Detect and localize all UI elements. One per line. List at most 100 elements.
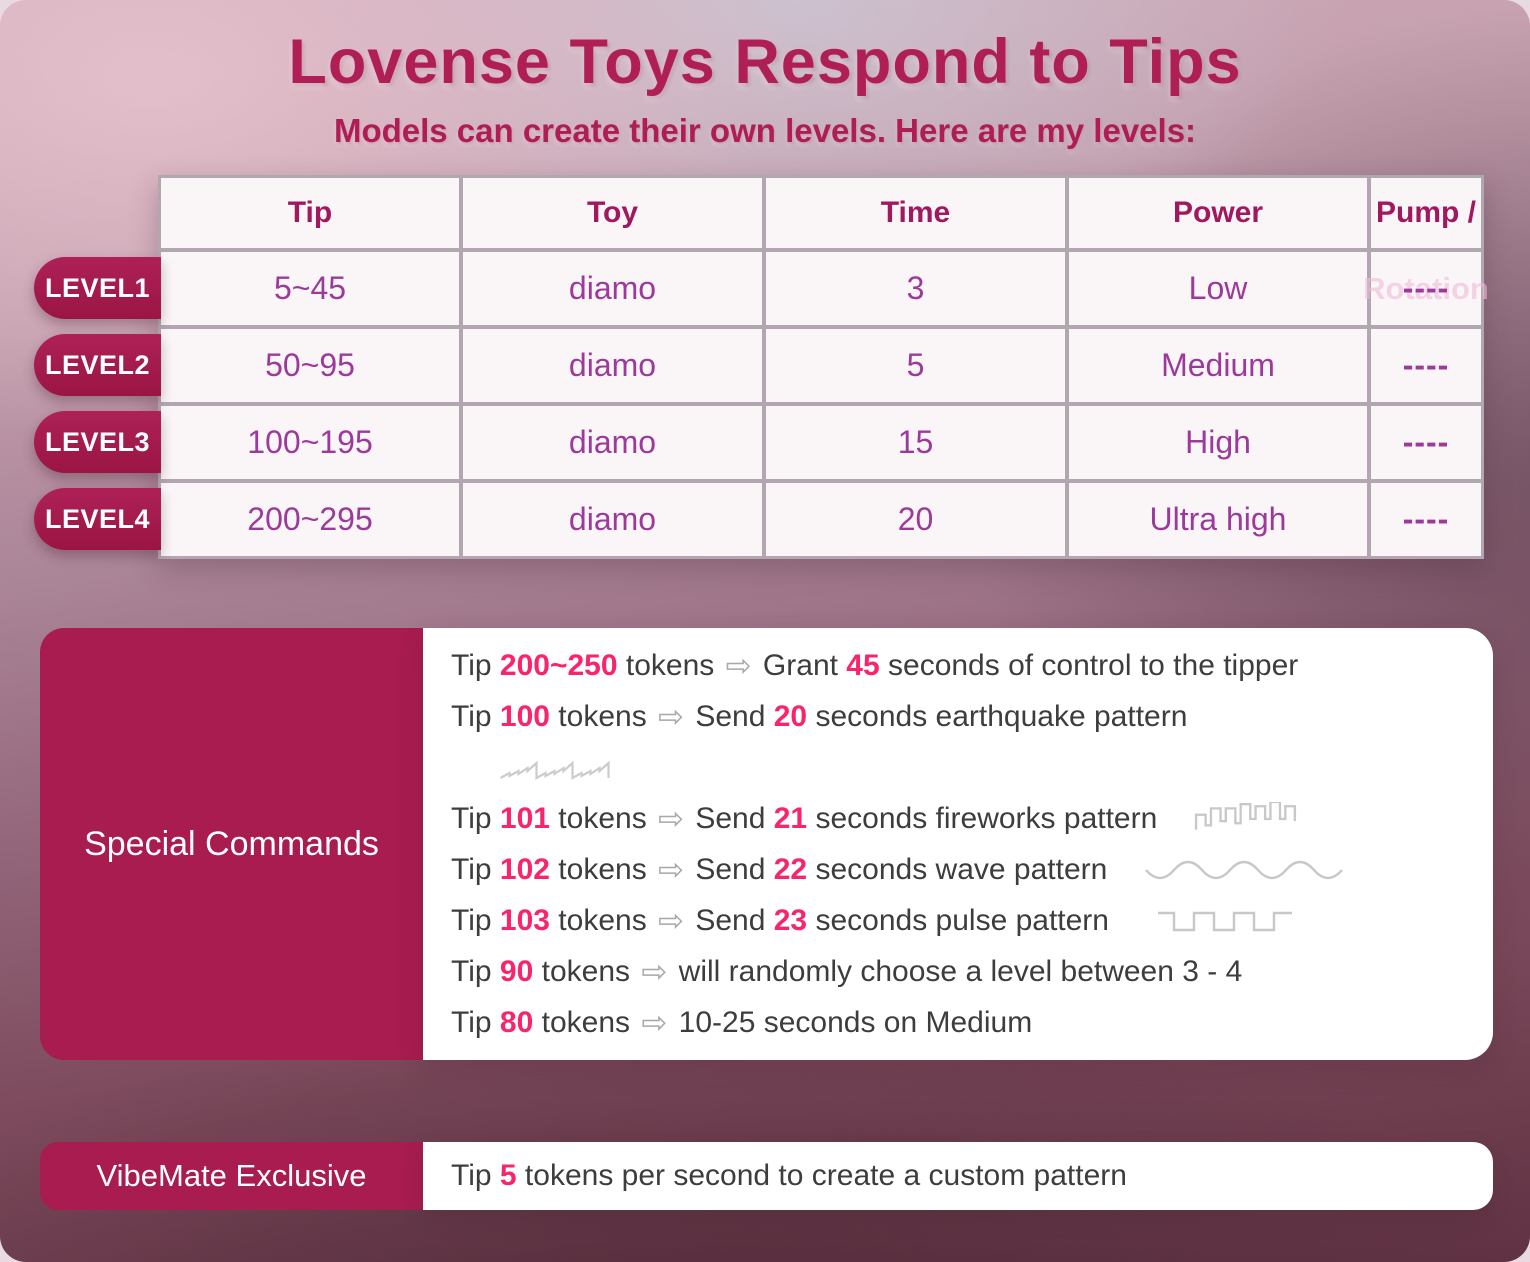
token-number: 102 — [499, 852, 550, 886]
table-cell-tip: 200~295 — [161, 483, 459, 556]
pump-dashes: ---- — [1402, 501, 1450, 537]
command-text: tokens — [549, 699, 656, 733]
command-line: Tip 90 tokens ⇨ will randomly choose a l… — [451, 954, 1493, 990]
column-header-time: Time — [766, 178, 1065, 248]
page-subtitle: Models can create their own levels. Here… — [333, 112, 1197, 149]
command-line: Tip 102 tokens ⇨ Send 22 seconds wave pa… — [451, 852, 1493, 888]
table-cell-time: 3 — [766, 252, 1065, 325]
token-number: 45 — [846, 648, 880, 682]
command-text: tokens — [533, 1005, 639, 1039]
command-text: will randomly choose a level between 3 -… — [670, 954, 1243, 988]
level-pill-1: LEVEL1 — [34, 257, 161, 319]
token-number: 80 — [499, 1005, 534, 1039]
pulse-pattern-icon — [1158, 911, 1292, 931]
table-cell-power: Low — [1069, 252, 1367, 325]
command-text: seconds wave pattern — [807, 852, 1108, 886]
table-cell-tip: 100~195 — [161, 406, 459, 479]
command-text: tokens — [617, 648, 723, 682]
command-text: seconds pulse pattern — [807, 903, 1109, 937]
level-pill-2: LEVEL2 — [34, 334, 161, 396]
arrow-icon: ⇨ — [658, 902, 685, 938]
command-text: Tip — [451, 1005, 500, 1039]
command-line: Tip 5 tokens per second to create a cust… — [451, 1158, 1127, 1194]
table-cell-toy: diamo — [463, 483, 762, 556]
command-text: tokens — [533, 954, 639, 988]
command-line: Tip 103 tokens ⇨ Send 23 seconds pulse p… — [451, 903, 1493, 939]
table-cell-power: Medium — [1069, 329, 1367, 402]
command-text: Tip — [451, 903, 500, 937]
vibemate-line: Tip 5 tokens per second to create a cust… — [423, 1142, 1493, 1210]
table-cell-toy: diamo — [463, 329, 762, 402]
command-text: tokens per second to create a custom pat… — [516, 1159, 1127, 1192]
command-text: seconds earthquake pattern — [807, 699, 1188, 733]
command-text: Tip — [451, 699, 500, 733]
arrow-icon: ⇨ — [641, 1004, 668, 1040]
command-text: Tip — [451, 648, 500, 682]
table-cell-pump: Rotation ---- — [1363, 252, 1489, 325]
column-header-pump: Pump / — [1371, 178, 1481, 248]
vibemate-label: VibeMate Exclusive — [40, 1142, 423, 1210]
command-text: Grant — [754, 648, 847, 682]
table-cell-power: Ultra high — [1069, 483, 1367, 556]
pump-dashes: ---- — [1402, 424, 1450, 460]
column-header-power: Power — [1069, 178, 1367, 248]
token-number: 103 — [499, 903, 550, 937]
token-number: 5 — [499, 1159, 517, 1192]
arrow-icon: ⇨ — [658, 851, 685, 887]
table-cell-toy: diamo — [463, 406, 762, 479]
token-number: 100 — [499, 699, 550, 733]
token-number: 101 — [499, 801, 550, 835]
arrow-icon: ⇨ — [658, 800, 685, 836]
command-text: Send — [687, 699, 774, 733]
arrow-icon: ⇨ — [641, 953, 668, 989]
command-text: tokens — [549, 903, 656, 937]
levels-table: Tip Toy Time Power Pump / 5~45 diamo 3 L… — [158, 175, 1489, 559]
special-commands-label: Special Commands — [40, 628, 423, 1060]
earthquake-pattern-icon — [499, 760, 610, 780]
command-text: Tip — [451, 1159, 500, 1192]
table-cell-toy: diamo — [463, 252, 762, 325]
command-text: tokens — [549, 801, 656, 835]
command-line — [451, 750, 1493, 786]
page-title: Lovense Toys Respond to Tips — [288, 27, 1242, 97]
table-cell-power: High — [1069, 406, 1367, 479]
token-number: 200~250 — [499, 648, 618, 682]
token-number: 22 — [773, 852, 808, 886]
command-text: Tip — [451, 954, 500, 988]
level-pill-4: LEVEL4 — [34, 488, 161, 550]
special-commands-list: Tip 200~250 tokens ⇨ Grant 45 seconds of… — [423, 628, 1493, 1060]
table-cell-tip: 50~95 — [161, 329, 459, 402]
table-cell-tip: 5~45 — [161, 252, 459, 325]
table-cell-pump: ---- — [1371, 406, 1481, 479]
command-text: Send — [687, 801, 774, 835]
level-pill-3: LEVEL3 — [34, 411, 161, 473]
command-text: Tip — [451, 801, 500, 835]
table-cell-time: 20 — [766, 483, 1065, 556]
command-text: seconds of control to the tipper — [879, 648, 1299, 682]
column-header-tip: Tip — [161, 178, 459, 248]
token-number: 23 — [773, 903, 808, 937]
table-cell-pump: ---- — [1371, 329, 1481, 402]
ghost-rotation-text: Rotation — [1363, 270, 1489, 306]
token-number: 21 — [773, 801, 808, 835]
command-text: 10-25 seconds on Medium — [670, 1005, 1033, 1039]
command-text: Send — [687, 852, 774, 886]
column-header-toy: Toy — [463, 178, 762, 248]
token-number: 20 — [773, 699, 808, 733]
table-cell-time: 5 — [766, 329, 1065, 402]
pump-dashes: ---- — [1402, 347, 1450, 383]
pump-dashes: ---- — [1402, 270, 1450, 306]
table-cell-pump: ---- — [1371, 483, 1481, 556]
token-number: 90 — [499, 954, 534, 988]
command-line: Tip 80 tokens ⇨ 10-25 seconds on Medium — [451, 1005, 1493, 1041]
command-text: tokens — [549, 852, 656, 886]
command-text: seconds fireworks pattern — [807, 801, 1158, 835]
command-text: Send — [687, 903, 774, 937]
command-text: Tip — [451, 852, 500, 886]
command-line: Tip 200~250 tokens ⇨ Grant 45 seconds of… — [451, 648, 1493, 684]
wave-pattern-icon — [1145, 860, 1344, 879]
table-cell-time: 15 — [766, 406, 1065, 479]
arrow-icon: ⇨ — [725, 647, 752, 683]
arrow-icon: ⇨ — [658, 698, 685, 734]
